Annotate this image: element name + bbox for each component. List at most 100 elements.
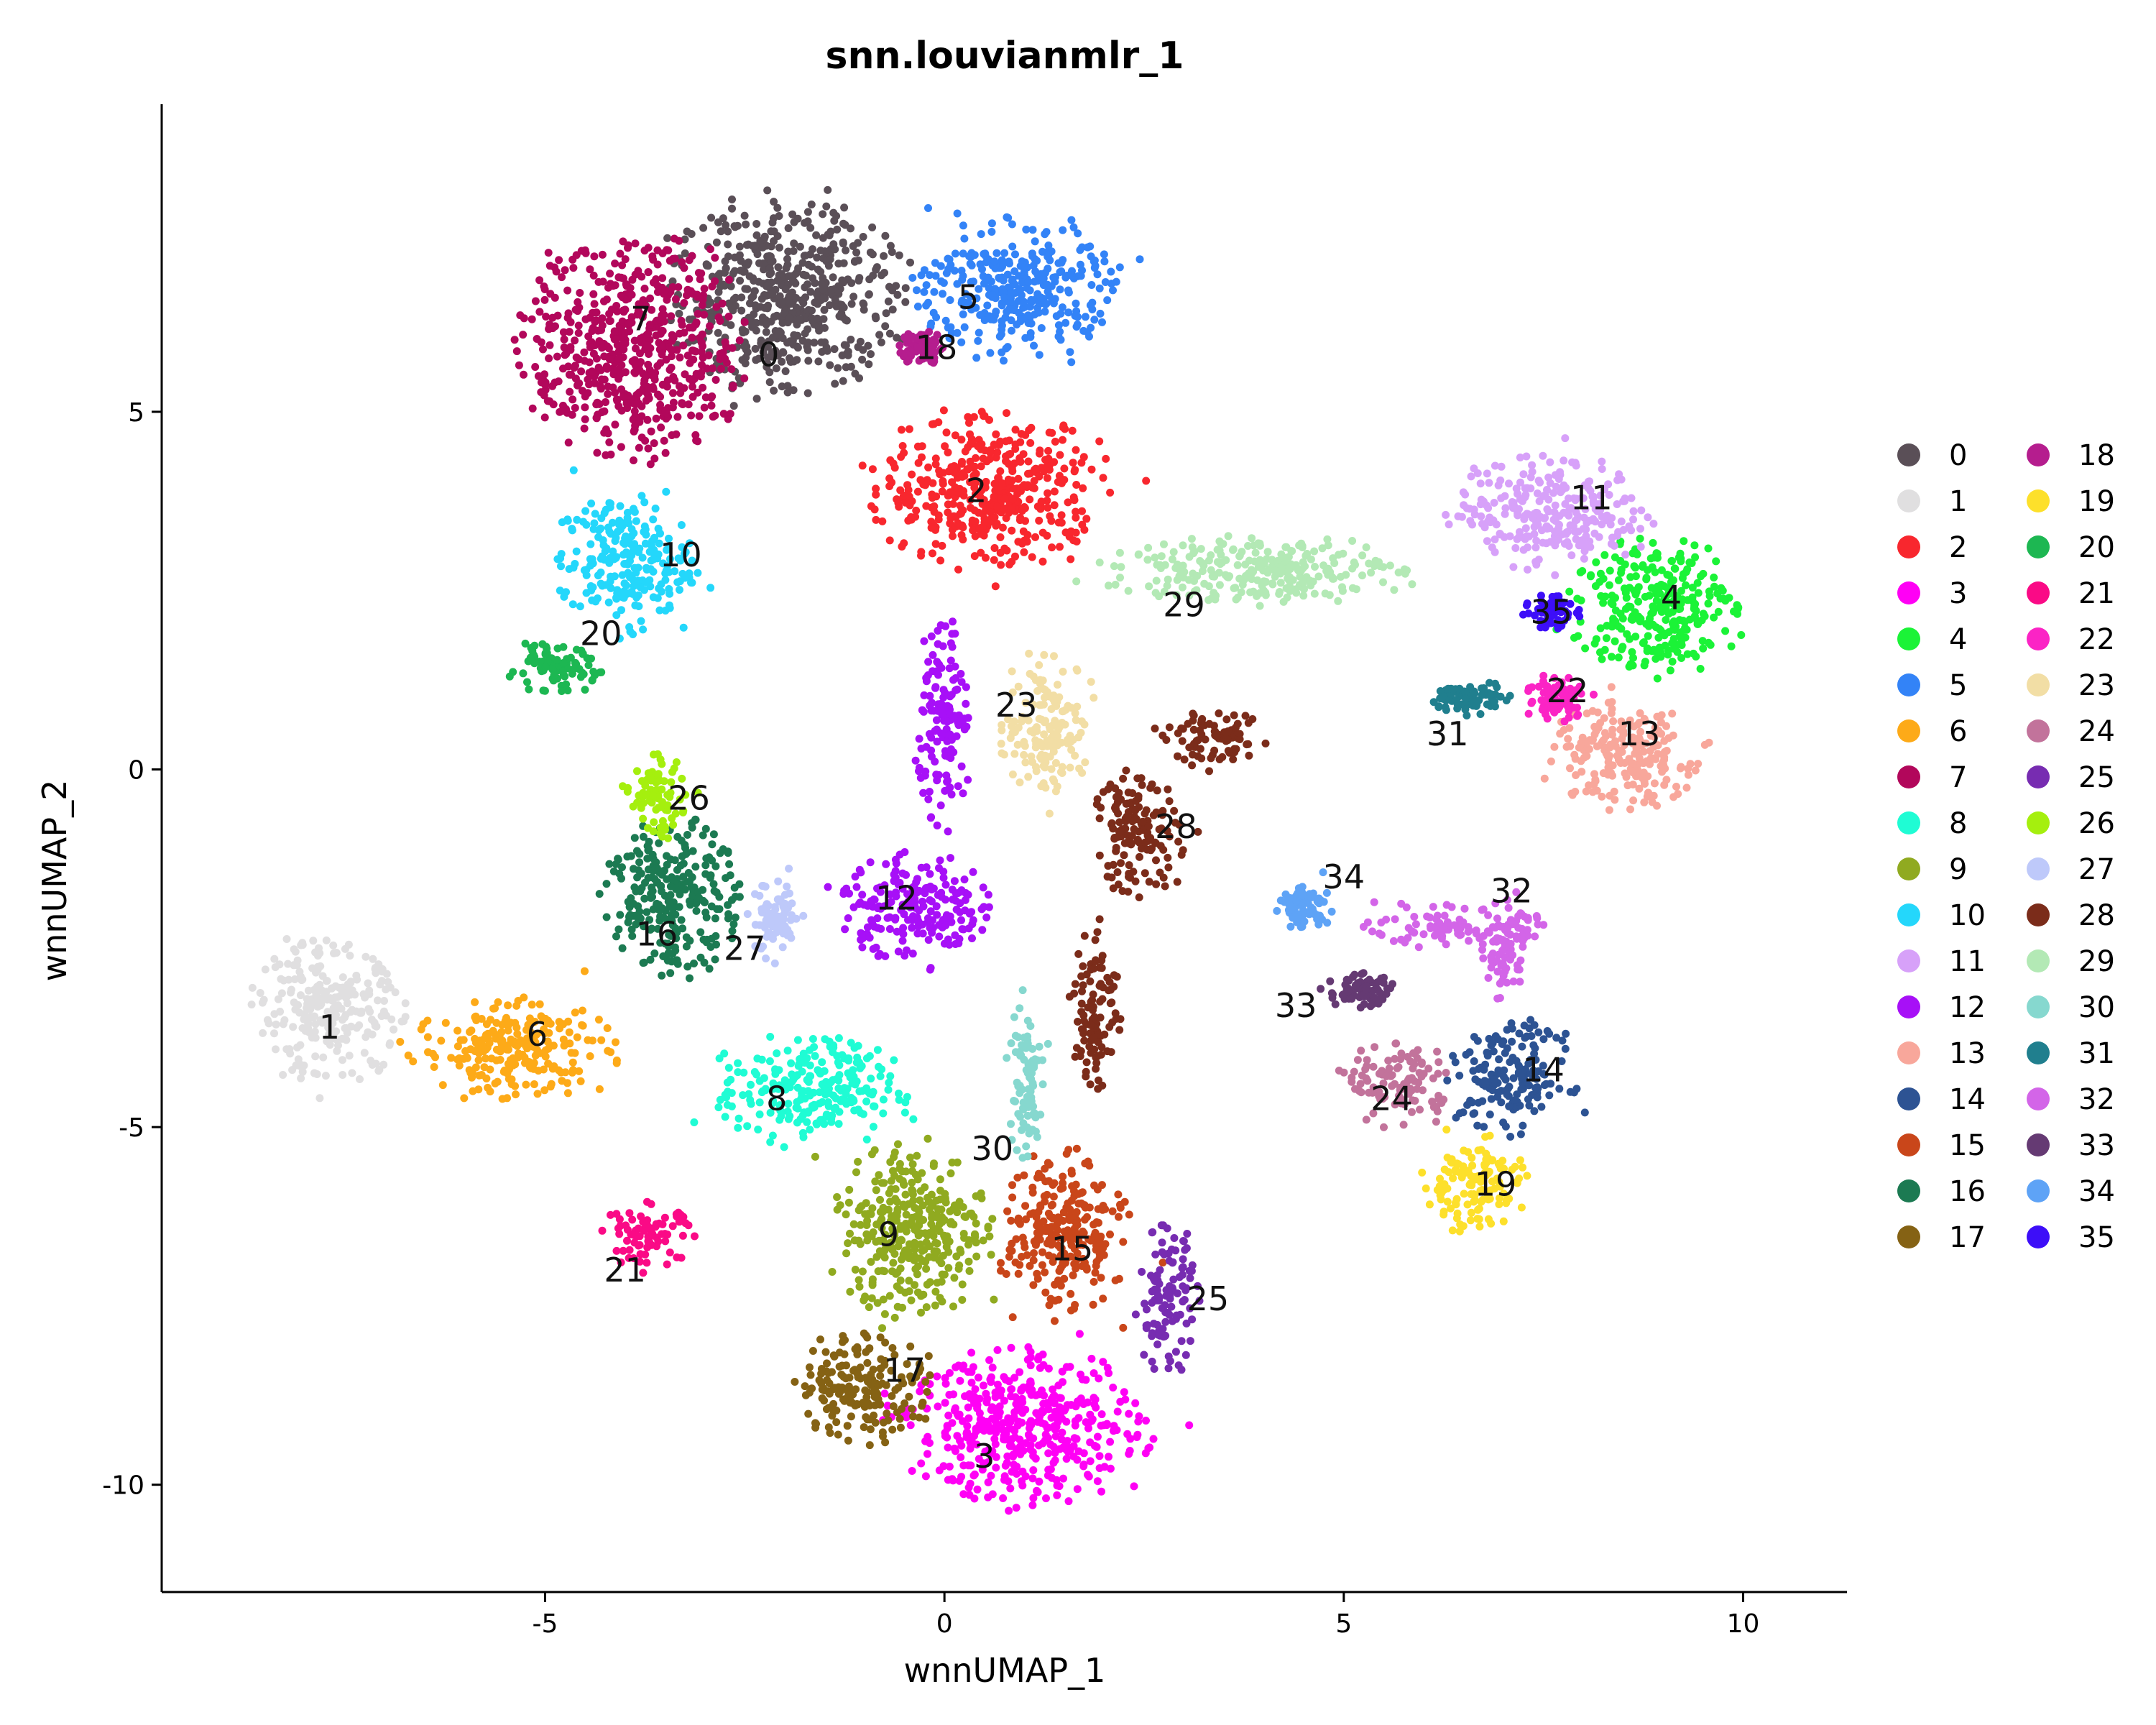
scatter-point — [311, 1052, 320, 1061]
scatter-point — [1669, 731, 1677, 740]
scatter-point — [1666, 666, 1674, 675]
scatter-point — [334, 1001, 342, 1010]
scatter-point — [700, 310, 709, 319]
scatter-point — [1004, 1414, 1013, 1422]
scatter-point — [812, 231, 821, 239]
scatter-point — [854, 1157, 862, 1166]
scatter-point — [1626, 805, 1634, 814]
scatter-point — [1637, 506, 1646, 515]
scatter-point — [573, 515, 581, 524]
scatter-point — [295, 967, 304, 976]
scatter-point — [680, 264, 688, 272]
scatter-point — [988, 291, 997, 300]
scatter-point — [990, 556, 998, 564]
scatter-point — [929, 650, 937, 659]
scatter-point — [590, 519, 599, 528]
scatter-point — [571, 1008, 579, 1017]
scatter-point — [511, 1082, 520, 1090]
scatter-point — [282, 935, 291, 943]
scatter-point — [637, 617, 645, 625]
scatter-point — [946, 1169, 955, 1177]
scatter-point — [312, 997, 321, 1006]
scatter-point — [542, 313, 550, 321]
scatter-point — [678, 399, 686, 408]
scatter-point — [510, 336, 519, 344]
scatter-point — [658, 341, 666, 350]
scatter-point — [1471, 1075, 1480, 1084]
scatter-point — [441, 1018, 450, 1027]
scatter-point — [1536, 478, 1544, 487]
scatter-point — [778, 318, 787, 327]
scatter-point — [773, 1049, 781, 1057]
scatter-point — [571, 1049, 579, 1057]
scatter-point — [687, 411, 696, 420]
scatter-point — [586, 1052, 594, 1060]
scatter-point — [1029, 262, 1038, 270]
scatter-point — [977, 905, 986, 914]
scatter-point — [586, 540, 595, 548]
scatter-point — [984, 891, 992, 899]
scatter-point — [471, 1034, 479, 1043]
scatter-point — [946, 783, 954, 792]
scatter-point — [910, 1256, 918, 1264]
scatter-point — [803, 389, 812, 397]
scatter-point — [931, 1301, 939, 1310]
scatter-point — [728, 196, 736, 203]
scatter-point — [1649, 791, 1658, 800]
scatter-point — [775, 244, 783, 252]
scatter-point — [731, 302, 740, 310]
scatter-point — [834, 1120, 843, 1128]
scatter-point — [1507, 1019, 1516, 1028]
scatter-point — [1072, 507, 1080, 516]
scatter-point — [742, 354, 750, 362]
scatter-point — [437, 1036, 446, 1045]
scatter-point — [946, 639, 955, 648]
scatter-point — [641, 436, 650, 445]
scatter-point — [737, 306, 746, 315]
scatter-point — [1046, 512, 1054, 520]
scatter-point — [985, 415, 993, 424]
scatter-point — [950, 877, 959, 886]
scatter-point — [563, 1089, 572, 1098]
scatter-point — [972, 1252, 981, 1261]
scatter-point — [842, 1249, 851, 1258]
scatter-point — [1071, 466, 1079, 474]
scatter-point — [1005, 509, 1013, 517]
scatter-point — [987, 228, 996, 236]
scatter-point — [1058, 1428, 1067, 1437]
scatter-point — [1677, 586, 1685, 595]
scatter-point — [471, 1013, 479, 1021]
scatter-point — [1010, 1408, 1019, 1417]
scatter-point — [992, 1463, 1000, 1472]
scatter-point — [948, 512, 957, 521]
scatter-point — [261, 965, 270, 974]
scatter-point — [528, 1000, 536, 1009]
scatter-point — [581, 403, 589, 412]
scatter-point — [836, 1201, 844, 1210]
scatter-point — [911, 756, 920, 765]
scatter-point — [959, 221, 967, 230]
scatter-point — [1470, 1033, 1478, 1041]
scatter-point — [1005, 1377, 1013, 1386]
scatter-point — [1606, 566, 1614, 575]
scatter-point — [1033, 1417, 1042, 1426]
scatter-point — [842, 884, 851, 893]
scatter-point — [1500, 1072, 1508, 1081]
scatter-point — [1049, 273, 1058, 282]
scatter-point — [970, 462, 979, 471]
scatter-point — [579, 1021, 587, 1030]
scatter-point — [861, 1210, 870, 1218]
scatter-point — [324, 1013, 333, 1022]
scatter-point — [917, 1459, 926, 1468]
scatter-point — [1051, 1456, 1059, 1465]
scatter-point — [849, 1097, 858, 1105]
scatter-point — [924, 298, 932, 307]
scatter-point — [893, 495, 901, 504]
scatter-point — [1501, 1122, 1510, 1131]
scatter-point — [984, 1458, 992, 1466]
scatter-point — [1028, 553, 1036, 561]
scatter-point — [1079, 1400, 1088, 1408]
scatter-point — [1664, 628, 1673, 636]
scatter-point — [964, 413, 972, 421]
scatter-point — [901, 1190, 910, 1199]
